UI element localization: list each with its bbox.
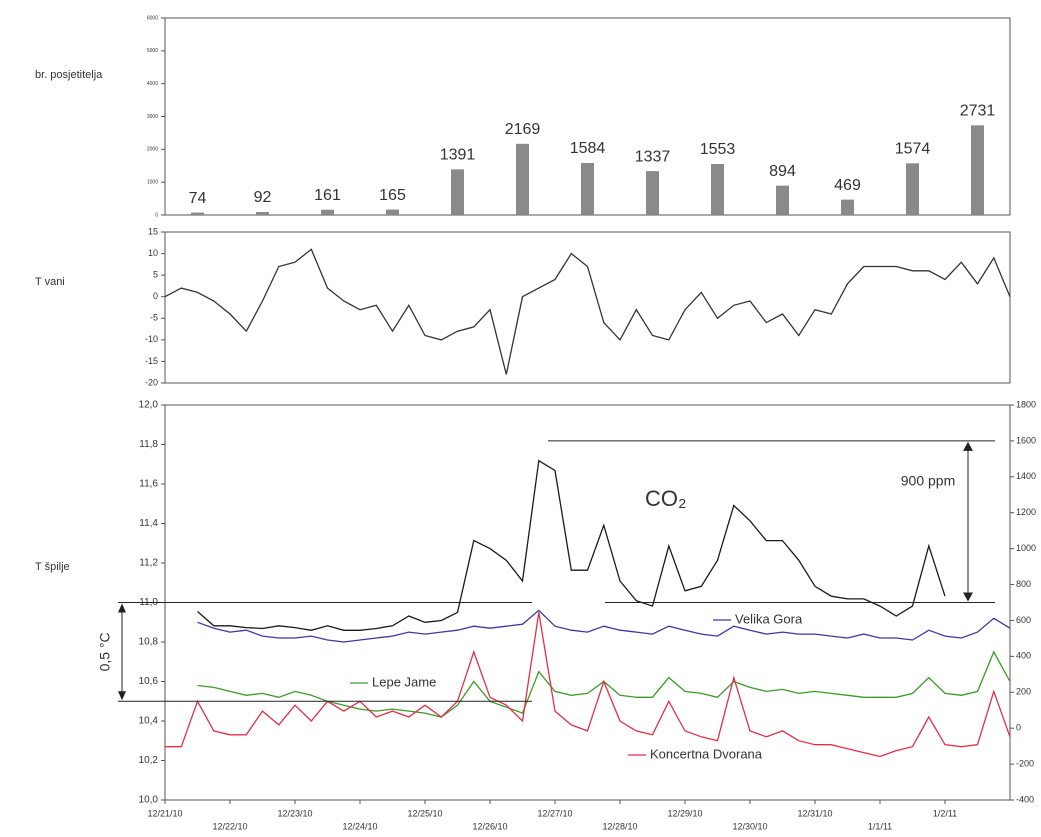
bar-value-label: 92 xyxy=(254,189,272,206)
y-tick-label: 10,8 xyxy=(139,637,159,648)
bar-value-label: 1337 xyxy=(635,148,671,165)
bar xyxy=(191,212,204,215)
y-tick-label: 10 xyxy=(148,248,158,258)
y2-tick-label: 400 xyxy=(1016,651,1031,661)
x-tick-label: 12/29/10 xyxy=(667,808,702,818)
bar-value-label: 894 xyxy=(769,163,796,180)
y2-tick-label: 800 xyxy=(1016,579,1031,589)
y2-tick-label: 1600 xyxy=(1016,435,1036,445)
plot-frame xyxy=(164,231,1011,384)
y-tick-label: 2000 xyxy=(147,147,158,153)
bar-value-label: 1574 xyxy=(895,141,931,158)
y-tick-label: 15 xyxy=(148,226,158,236)
series-label: Lepe Jame xyxy=(372,674,436,689)
x-tick-label: 12/21/10 xyxy=(147,808,182,818)
x-tick-label: 12/30/10 xyxy=(732,821,767,831)
x-tick-label: 12/25/10 xyxy=(407,808,442,818)
y-tick-label: 5000 xyxy=(147,48,158,54)
x-tick-label: 1/1/11 xyxy=(868,821,892,831)
y-tick-label: 0 xyxy=(155,212,158,218)
x-tick-label: 12/31/10 xyxy=(797,808,832,818)
x-tick-label: 12/24/10 xyxy=(342,821,377,831)
series-label: Koncertna Dvorana xyxy=(650,746,763,761)
x-tick-label: 1/2/11 xyxy=(933,808,957,818)
x-tick-label: 12/23/10 xyxy=(277,808,312,818)
x-tick-label: 12/27/10 xyxy=(537,808,572,818)
y2-tick-label: 0 xyxy=(1016,723,1021,733)
series-label: CO₂ xyxy=(645,486,687,511)
y-tick-label: 6000 xyxy=(147,15,158,21)
y2-tick-label: 1200 xyxy=(1016,507,1036,517)
y-axis-title: T vani xyxy=(35,276,65,288)
y-tick-label: 11,4 xyxy=(139,518,158,529)
bar xyxy=(646,171,659,215)
bar xyxy=(256,211,269,215)
bar xyxy=(971,125,984,215)
bar xyxy=(516,143,529,215)
y2-tick-label: 1400 xyxy=(1016,471,1036,481)
x-tick-label: 12/22/10 xyxy=(212,821,247,831)
bar-value-label: 1553 xyxy=(700,141,736,158)
bar-value-label: 2731 xyxy=(960,103,996,120)
y-tick-label: 3000 xyxy=(147,114,158,120)
y-tick-label: 5 xyxy=(153,270,158,280)
series-line xyxy=(165,612,1011,758)
x-tick-label: 12/28/10 xyxy=(602,821,637,831)
bar-value-label: 74 xyxy=(189,190,207,207)
y2-tick-label: -400 xyxy=(1016,794,1034,804)
y-axis-title: br. posjetitelja xyxy=(35,69,103,81)
y-tick-label: 10,4 xyxy=(139,716,159,727)
y-tick-label: 11,8 xyxy=(139,439,158,450)
annotation-label: 0,5 °C xyxy=(97,632,113,671)
y2-tick-label: 1000 xyxy=(1016,543,1036,553)
y-tick-label: 12,0 xyxy=(139,400,159,411)
y-tick-label: 10,6 xyxy=(139,676,159,687)
bar-value-label: 1584 xyxy=(570,140,606,157)
bar xyxy=(321,209,334,215)
bar-value-label: 469 xyxy=(834,177,861,194)
y2-tick-label: 200 xyxy=(1016,687,1031,697)
bar xyxy=(451,169,464,215)
bar xyxy=(841,199,854,215)
bar-value-label: 2169 xyxy=(505,121,541,138)
series-label: Velika Gora xyxy=(735,611,803,626)
y-tick-label: 0 xyxy=(153,291,158,301)
y-tick-label: 11,2 xyxy=(139,558,158,569)
x-tick-label: 12/26/10 xyxy=(472,821,507,831)
bar xyxy=(711,164,724,215)
bar xyxy=(906,163,919,215)
y-axis-title: T špilje xyxy=(35,561,70,573)
y2-tick-label: 600 xyxy=(1016,615,1031,625)
bar-value-label: 165 xyxy=(379,187,406,204)
y-tick-label: 10,2 xyxy=(139,755,159,766)
y-tick-label: 4000 xyxy=(147,81,158,87)
bar-value-label: 161 xyxy=(314,187,341,204)
series-line xyxy=(197,609,1011,643)
y-tick-label: 11,6 xyxy=(139,479,158,490)
y2-tick-label: -200 xyxy=(1016,758,1034,768)
y-tick-label: 1000 xyxy=(147,179,158,185)
y-tick-label: -15 xyxy=(145,356,158,366)
y-tick-label: -20 xyxy=(145,377,158,387)
y2-tick-label: 1800 xyxy=(1016,399,1036,409)
y-tick-label: 10,0 xyxy=(139,795,159,806)
y-tick-label: -10 xyxy=(145,334,158,344)
series-line xyxy=(164,248,1011,375)
series-line xyxy=(197,650,1011,718)
annotation-label: 900 ppm xyxy=(901,472,955,488)
bar-value-label: 1391 xyxy=(440,147,476,164)
bar xyxy=(386,209,399,215)
y-tick-label: -5 xyxy=(150,313,158,323)
series-line xyxy=(197,459,946,631)
bar xyxy=(776,185,789,215)
bar xyxy=(581,162,594,215)
